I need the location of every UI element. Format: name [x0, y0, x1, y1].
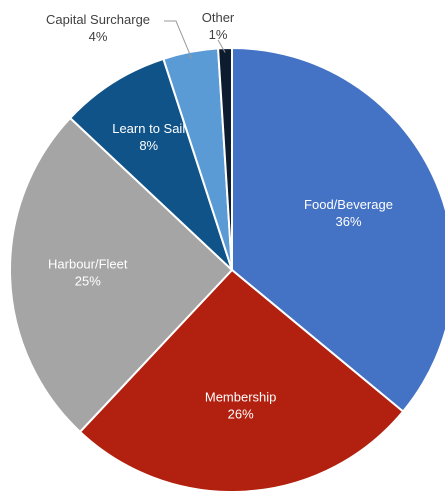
slice-food-beverage	[231, 46, 445, 413]
slice-label-learn-to-sail: Learn to Sail	[112, 121, 185, 136]
slice-label-other: Other	[202, 10, 235, 25]
slice-membership	[78, 268, 405, 491]
slice-learn-to-sail	[68, 57, 233, 271]
slice-value-membership: 26%	[228, 406, 254, 421]
slice-harbour-fleet	[9, 116, 234, 434]
slice-label-membership: Membership	[205, 389, 277, 404]
slice-other	[217, 46, 233, 271]
slice-value-capital-surcharge: 4%	[89, 29, 108, 44]
slice-value-harbour-fleet: 25%	[75, 274, 101, 289]
slice-value-learn-to-sail: 8%	[139, 138, 158, 153]
slice-label-capital-surcharge: Capital Surcharge	[46, 12, 150, 27]
slice-labels: Food/Beverage 36% Membership 26% Harbour/Fle…	[46, 10, 393, 421]
slice-value-other: 1%	[209, 27, 228, 42]
leader-lines	[164, 20, 226, 59]
slice-label-food-beverage: Food/Beverage	[304, 197, 393, 212]
slice-label-harbour-fleet: Harbour/Fleet	[48, 257, 128, 272]
leader-line-other	[217, 39, 226, 53]
pie-slices	[9, 46, 445, 491]
leader-line-capital-surcharge	[164, 20, 193, 59]
slice-value-food-beverage: 36%	[335, 214, 361, 229]
